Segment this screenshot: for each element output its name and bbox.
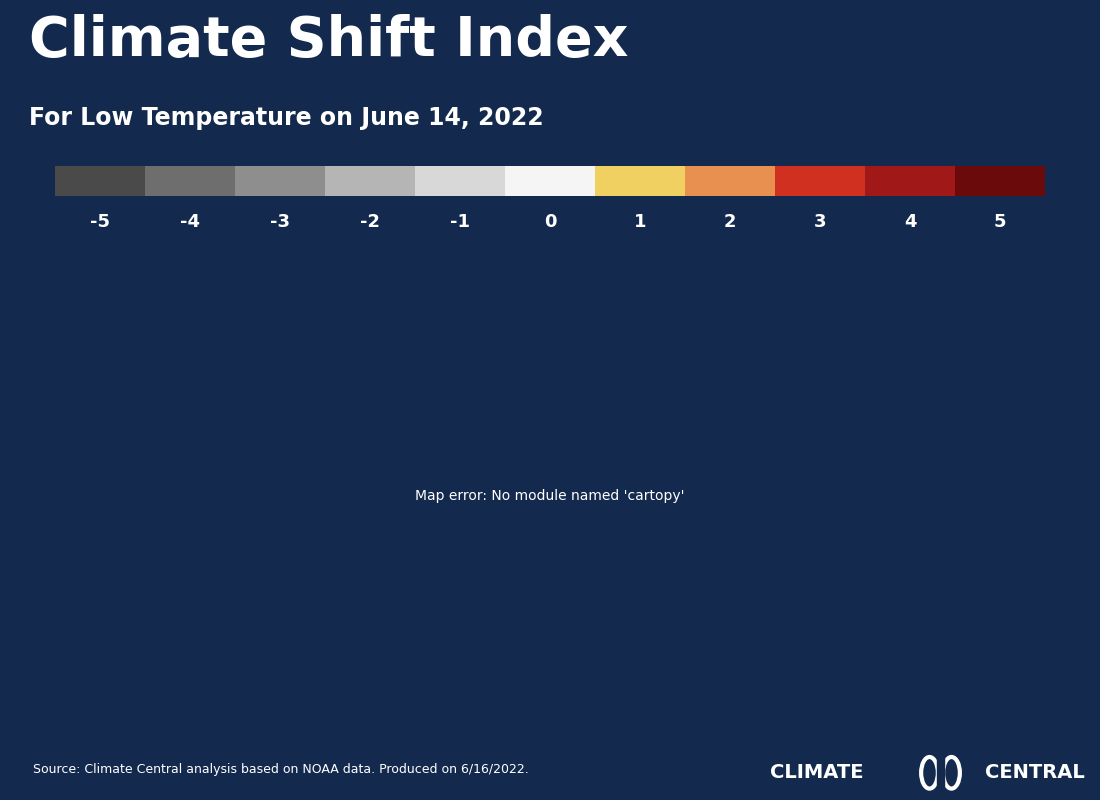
FancyBboxPatch shape (776, 166, 865, 196)
Text: -5: -5 (90, 213, 110, 230)
Text: 3: 3 (814, 213, 826, 230)
Text: 4: 4 (904, 213, 916, 230)
Text: 5: 5 (993, 213, 1007, 230)
Text: Source: Climate Central analysis based on NOAA data. Produced on 6/16/2022.: Source: Climate Central analysis based o… (33, 762, 529, 776)
Text: -4: -4 (180, 213, 200, 230)
Text: -3: -3 (270, 213, 290, 230)
FancyBboxPatch shape (415, 166, 505, 196)
FancyBboxPatch shape (324, 166, 415, 196)
Text: -1: -1 (450, 213, 470, 230)
Text: For Low Temperature on June 14, 2022: For Low Temperature on June 14, 2022 (29, 106, 543, 130)
FancyBboxPatch shape (595, 166, 685, 196)
Text: 0: 0 (543, 213, 557, 230)
Text: Climate Shift Index: Climate Shift Index (29, 14, 628, 68)
FancyBboxPatch shape (505, 166, 595, 196)
FancyBboxPatch shape (235, 166, 324, 196)
FancyBboxPatch shape (55, 166, 145, 196)
Text: -2: -2 (360, 213, 379, 230)
Bar (936, 757, 945, 789)
Text: 1: 1 (634, 213, 647, 230)
FancyBboxPatch shape (865, 166, 955, 196)
Text: CLIMATE: CLIMATE (770, 762, 864, 782)
FancyBboxPatch shape (145, 166, 235, 196)
Text: CENTRAL: CENTRAL (984, 762, 1085, 782)
Text: 2: 2 (724, 213, 736, 230)
Text: Map error: No module named 'cartopy': Map error: No module named 'cartopy' (416, 489, 684, 503)
FancyBboxPatch shape (955, 166, 1045, 196)
FancyBboxPatch shape (685, 166, 775, 196)
